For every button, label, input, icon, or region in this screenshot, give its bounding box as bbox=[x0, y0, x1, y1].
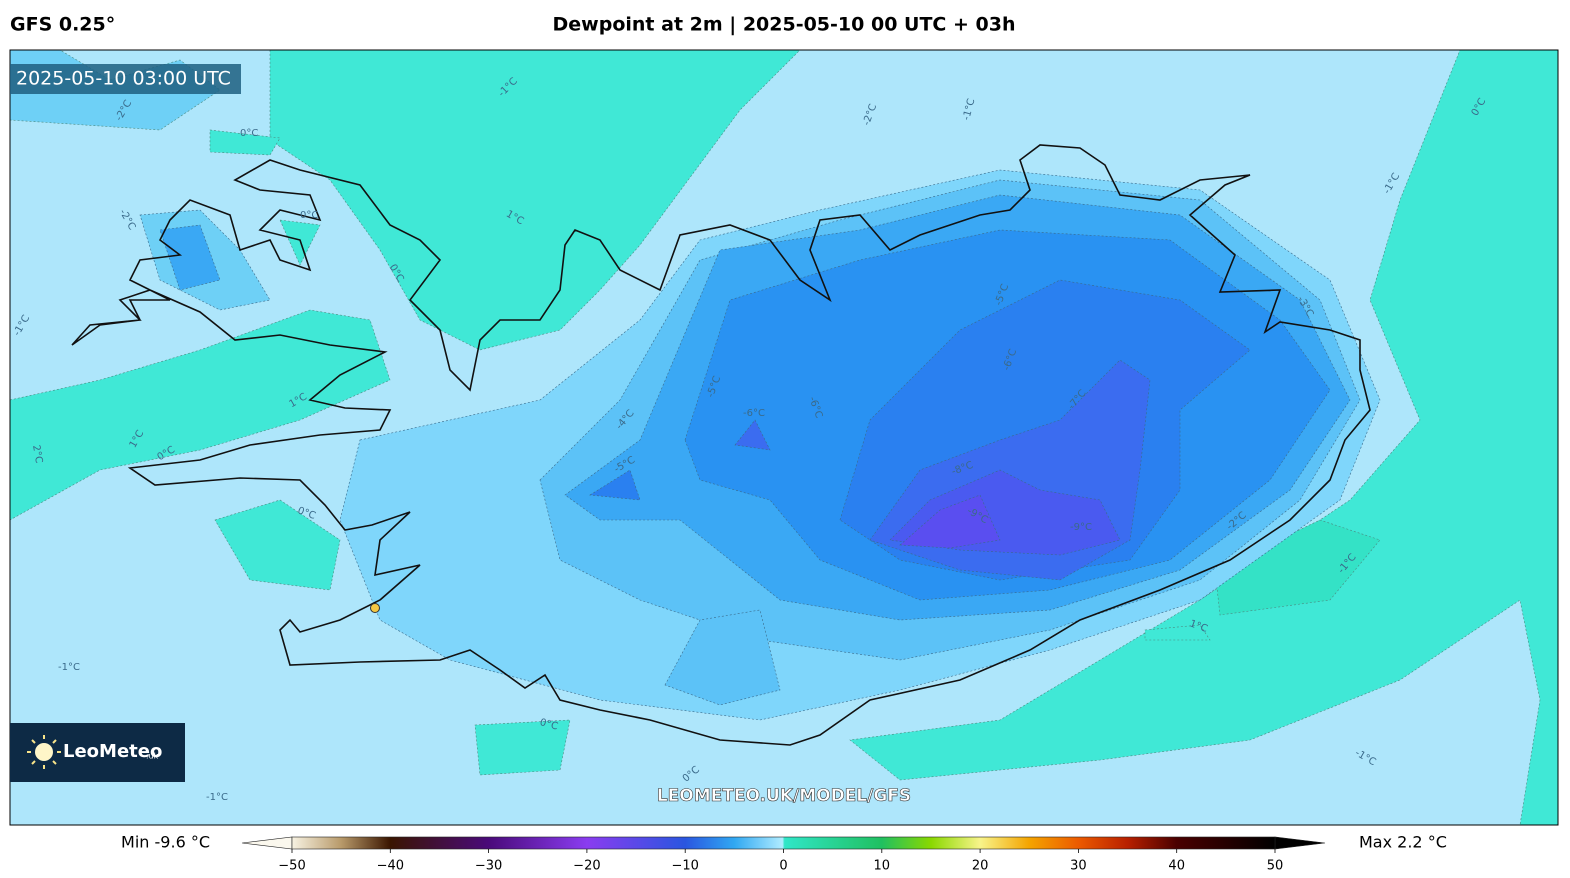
contour-label: 2°C bbox=[30, 444, 44, 464]
contour-label: -1°C bbox=[206, 792, 228, 803]
colorbar bbox=[291, 836, 1276, 850]
colorbar-tick-label: −40 bbox=[377, 859, 404, 874]
colorbar-tick-label: 10 bbox=[874, 859, 891, 874]
map-title: Dewpoint at 2m | 2025-05-10 00 UTC + 03h bbox=[553, 14, 1016, 36]
map-area bbox=[10, 50, 1558, 825]
logo-sun bbox=[27, 735, 61, 769]
colorbar-tick-label: 0 bbox=[779, 859, 787, 874]
contour-label: -1°C bbox=[961, 97, 977, 121]
contour-label: 0°C bbox=[300, 210, 318, 221]
colorbar-extend-high bbox=[1274, 836, 1326, 850]
colorbar-tick-label: 50 bbox=[1267, 859, 1284, 874]
colorbar-tick-label: 20 bbox=[972, 859, 989, 874]
contour-label: -9°C bbox=[1070, 522, 1092, 533]
colorbar-extend-low bbox=[241, 836, 293, 850]
contour-label: -1°C bbox=[58, 662, 80, 673]
model-label: GFS 0.25° bbox=[10, 14, 115, 36]
valid-time: 2025-05-10 03:00 UTC bbox=[16, 68, 231, 90]
contour-label: 0°C bbox=[538, 717, 559, 732]
colorbar-tick-label: −50 bbox=[278, 859, 305, 874]
colorbar-tick-label: −10 bbox=[671, 859, 698, 874]
logo-text: LeoMeteo bbox=[63, 741, 162, 762]
contour-label: 0°C bbox=[240, 128, 258, 139]
colorbar-tick-label: 30 bbox=[1070, 859, 1087, 874]
colorbar-tick-label: −30 bbox=[475, 859, 502, 874]
colorbar-tick-label: 40 bbox=[1168, 859, 1185, 874]
min-label: Min -9.6 °C bbox=[121, 833, 210, 852]
valid-time-box bbox=[10, 64, 241, 94]
map-frame bbox=[9, 49, 1559, 826]
contour-label: -6°C bbox=[743, 408, 765, 419]
watermark: LEOMETEO.UK/MODEL/GFS bbox=[657, 786, 911, 806]
logo-suffix: .uk bbox=[146, 752, 159, 761]
max-label: Max 2.2 °C bbox=[1359, 833, 1447, 852]
colorbar-tick-label: −20 bbox=[573, 859, 600, 874]
colorbar-ticks: −50 −40 −30 −20 −10 0 10 20 30 40 50 bbox=[278, 849, 1283, 874]
